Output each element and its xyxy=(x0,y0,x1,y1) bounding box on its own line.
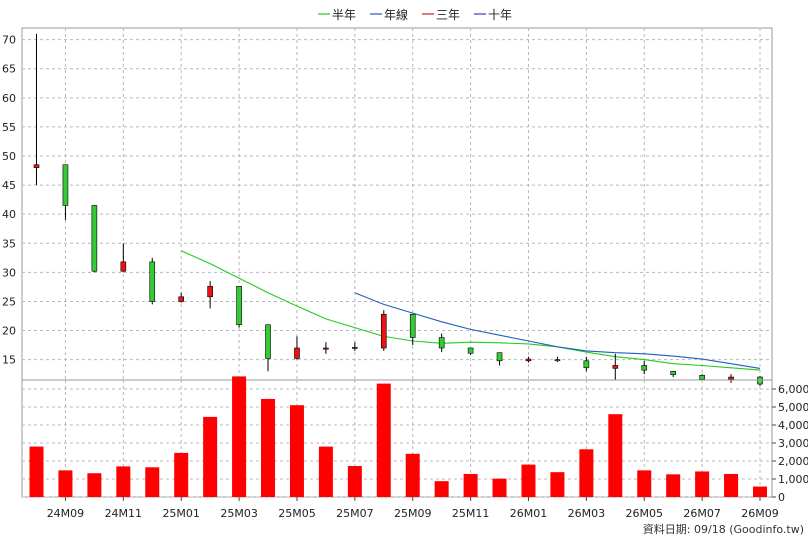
price-tick-label: 25 xyxy=(2,295,16,308)
candle-body-down xyxy=(91,205,98,272)
candle-body-up xyxy=(33,164,40,168)
candle-body-up xyxy=(207,286,213,298)
candle-body-down xyxy=(670,370,676,376)
volume-bar xyxy=(376,383,391,497)
volume-tick-label: 4,000 xyxy=(778,419,808,432)
candle-body-down xyxy=(554,359,561,362)
volume-bar xyxy=(318,446,333,497)
legend-label: 十年 xyxy=(488,8,512,22)
x-tick-label: 26M09 xyxy=(741,507,779,520)
x-axis: 24M09 24M11 25M01 25M03 25M05 25M07 25M09 25M11… xyxy=(47,497,779,520)
ma-line-年線 xyxy=(354,292,761,369)
volume-bar xyxy=(347,466,362,497)
price-tick-label: 55 xyxy=(2,121,16,134)
volume-bar xyxy=(666,474,681,497)
price-tick-label: 35 xyxy=(2,237,16,250)
volume-bar xyxy=(637,470,652,497)
legend: 半年 年線 三年 十年 xyxy=(318,7,512,22)
price-tick-label: 65 xyxy=(2,63,16,76)
price-tick-label: 40 xyxy=(2,208,16,221)
volume-bar xyxy=(608,414,623,497)
x-tick-label: 25M05 xyxy=(278,507,316,520)
volume-bar xyxy=(87,473,102,497)
candle-body-down xyxy=(438,337,445,349)
volume-tick-label: 2,000 xyxy=(778,455,808,468)
volume-bar xyxy=(695,471,710,497)
volume-bar xyxy=(261,398,276,497)
candle-body-down xyxy=(467,347,474,354)
candle-body-down xyxy=(583,360,590,369)
volume-tick-label: 5,000 xyxy=(778,401,808,414)
volume-bar xyxy=(145,467,160,497)
legend-label: 半年 xyxy=(332,8,356,22)
candle-body-up xyxy=(728,376,734,380)
volume-bar xyxy=(521,464,536,497)
candle-body-down xyxy=(236,286,242,326)
volume-bar xyxy=(232,376,247,497)
price-tick-label: 45 xyxy=(2,179,16,192)
volume-bar xyxy=(492,478,507,497)
x-tick-label: 25M03 xyxy=(220,507,258,520)
candle-body-up xyxy=(120,261,127,272)
volume-tick-label: 1,000 xyxy=(778,473,808,486)
volume-bar xyxy=(434,481,449,497)
candle-body-up xyxy=(612,365,619,369)
price-panel: 15 20 25 30 35 40 45 50 55 60 65 70 xyxy=(2,27,773,386)
volume-bar xyxy=(203,416,218,497)
x-tick-label: 25M07 xyxy=(336,507,374,520)
volume-panel: 0 1,000 2,000 3,000 4,000 5,000 6,000 xyxy=(21,376,808,504)
volume-bar xyxy=(724,473,739,497)
x-tick-label: 26M03 xyxy=(568,507,606,520)
volume-bar xyxy=(289,405,304,497)
legend-label: 年線 xyxy=(384,7,408,22)
legend-label: 三年 xyxy=(436,8,460,22)
candle-body-down xyxy=(62,164,69,206)
volume-bar xyxy=(29,446,44,497)
candle-body-up xyxy=(525,358,532,362)
candle-body-down xyxy=(641,365,648,371)
x-tick-label: 26M01 xyxy=(510,507,548,520)
candle-body-down xyxy=(409,313,416,338)
x-tick-label: 25M11 xyxy=(452,507,490,520)
volume-bar xyxy=(58,470,73,497)
candle-body-up xyxy=(380,313,387,349)
candle-body-up xyxy=(352,347,358,349)
price-tick-label: 20 xyxy=(2,325,16,338)
x-tick-label: 25M09 xyxy=(394,507,432,520)
volume-bar xyxy=(174,452,189,497)
price-tick-label: 50 xyxy=(2,150,16,163)
volume-bar xyxy=(753,486,767,497)
footer-source: 資料日期: 09/18 (Goodinfo.tw) xyxy=(643,522,804,536)
candle-body-up xyxy=(294,347,300,359)
volume-tick-label: 0 xyxy=(778,491,785,504)
volume-bar xyxy=(463,473,478,497)
x-tick-label: 26M07 xyxy=(683,507,721,520)
price-tick-label: 15 xyxy=(2,354,16,367)
candle-body-down xyxy=(149,261,156,302)
x-tick-label: 25M01 xyxy=(162,507,200,520)
price-tick-label: 30 xyxy=(2,266,16,279)
ma-line-半年 xyxy=(180,250,761,371)
x-tick-label: 26M05 xyxy=(625,507,663,520)
price-tick-label: 60 xyxy=(2,92,16,105)
volume-bar xyxy=(116,466,131,497)
volume-bar xyxy=(405,453,420,497)
price-tick-label: 70 xyxy=(2,34,16,47)
candle-body-up xyxy=(323,347,329,350)
volume-bar xyxy=(579,449,594,497)
x-tick-label: 24M11 xyxy=(105,507,143,520)
candle-body-down xyxy=(496,352,503,362)
candle-body-down xyxy=(265,324,271,359)
x-tick-label: 24M09 xyxy=(47,507,85,520)
volume-tick-label: 6,000 xyxy=(778,383,808,396)
volume-bar xyxy=(550,472,565,497)
candle-body-down xyxy=(699,375,705,380)
candle-body-up xyxy=(178,296,184,302)
volume-tick-label: 3,000 xyxy=(778,437,808,450)
